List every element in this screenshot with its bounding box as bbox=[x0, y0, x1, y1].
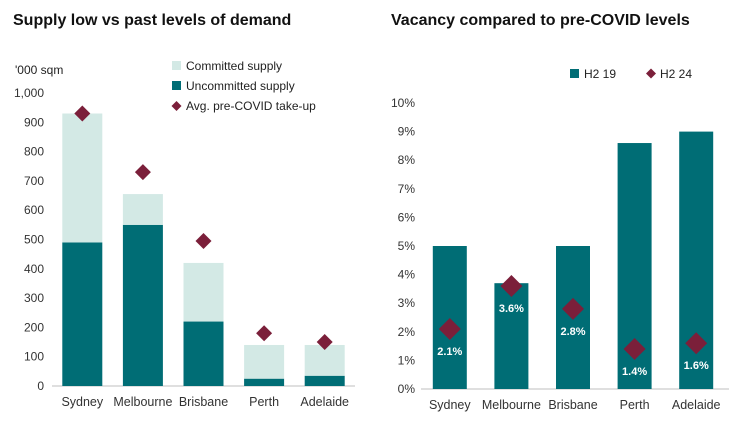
y-tick-label: 4% bbox=[398, 268, 416, 282]
data-label-h2-24: 3.6% bbox=[499, 303, 524, 315]
x-category-label: Brisbane bbox=[179, 395, 228, 409]
x-category-label: Perth bbox=[620, 398, 650, 412]
legend-swatch-uncommitted bbox=[172, 81, 181, 90]
marker-h2-24 bbox=[623, 337, 646, 360]
legend-label: Avg. pre-COVID take-up bbox=[186, 99, 316, 113]
data-label-h2-24: 2.1% bbox=[437, 346, 462, 358]
y-tick-label: 0% bbox=[398, 382, 416, 396]
marker-h2-24 bbox=[685, 332, 708, 355]
y-tick-label: 1% bbox=[398, 353, 416, 367]
legend-label: Committed supply bbox=[186, 59, 282, 73]
y-tick-label: 500 bbox=[24, 233, 44, 247]
y-tick-label: 8% bbox=[398, 153, 416, 167]
bar-committed-supply bbox=[304, 344, 345, 376]
y-tick-label: 600 bbox=[24, 203, 44, 217]
y-tick-label: 3% bbox=[398, 296, 416, 310]
legend-label: H2 24 bbox=[660, 67, 692, 81]
marker-pre-covid-take-up bbox=[74, 105, 91, 122]
y-tick-label: 9% bbox=[398, 125, 416, 139]
x-category-label: Perth bbox=[249, 395, 279, 409]
x-category-label: Sydney bbox=[61, 395, 103, 409]
marker-h2-24 bbox=[500, 275, 523, 298]
y-tick-label: 700 bbox=[24, 174, 44, 188]
chart-title: Supply low vs past levels of demand bbox=[13, 12, 292, 29]
supply-chart: 0 100 200 300 400 500 600 700 800 900 1,000 Sydney M… bbox=[14, 59, 355, 409]
data-label-h2-24: 1.6% bbox=[684, 360, 709, 372]
y-tick-label: 7% bbox=[398, 182, 416, 196]
legend-swatch-take-up bbox=[171, 101, 182, 111]
y-tick-label: 100 bbox=[24, 350, 44, 364]
legend-swatch-h2-24 bbox=[646, 68, 656, 79]
marker-pre-covid-take-up bbox=[316, 334, 333, 351]
bar-h2-19 bbox=[432, 246, 467, 389]
x-category-label: Melbourne bbox=[482, 398, 541, 412]
y-tick-label: 6% bbox=[398, 210, 416, 224]
chart-title: Vacancy compared to pre-COVID levels bbox=[391, 12, 690, 29]
vacancy-chart-panel: Vacancy compared to pre-COVID levels 0% 1… bbox=[369, 0, 738, 424]
y-tick-label: 200 bbox=[24, 320, 44, 334]
vacancy-chart: 0% 1% 2% 3% 4% 5% 6% 7% 8% 9% 10% 2.1% Sydney 3.6% Mel… bbox=[391, 67, 729, 412]
bar-uncommitted-supply bbox=[304, 375, 345, 386]
y-tick-label: 400 bbox=[24, 262, 44, 276]
x-category-label: Brisbane bbox=[548, 398, 597, 412]
x-category-label: Melbourne bbox=[113, 395, 172, 409]
x-category-label: Sydney bbox=[429, 398, 471, 412]
bar-committed-supply bbox=[244, 344, 285, 379]
bar-committed-supply bbox=[183, 262, 224, 322]
y-axis-unit-label: '000 sqm bbox=[15, 63, 64, 77]
y-tick-label: 5% bbox=[398, 239, 416, 253]
marker-pre-covid-take-up bbox=[195, 232, 212, 249]
bar-uncommitted-supply bbox=[62, 242, 103, 386]
legend-swatch-h2-19 bbox=[570, 69, 579, 78]
marker-h2-24 bbox=[438, 317, 461, 340]
marker-pre-covid-take-up bbox=[256, 325, 273, 342]
legend-label: Uncommitted supply bbox=[186, 79, 295, 93]
marker-pre-covid-take-up bbox=[134, 164, 151, 181]
bar-uncommitted-supply bbox=[183, 321, 224, 386]
y-tick-label: 800 bbox=[24, 145, 44, 159]
legend-swatch-committed bbox=[172, 61, 181, 70]
y-tick-label: 0 bbox=[37, 379, 44, 393]
x-category-label: Adelaide bbox=[672, 398, 721, 412]
y-tick-label: 2% bbox=[398, 325, 416, 339]
legend-label: H2 19 bbox=[584, 67, 616, 81]
x-category-label: Adelaide bbox=[300, 395, 349, 409]
y-tick-label: 10% bbox=[391, 96, 415, 110]
bar-uncommitted-supply bbox=[122, 224, 163, 386]
marker-h2-24 bbox=[562, 297, 584, 320]
bar-committed-supply bbox=[122, 194, 163, 225]
bar-committed-supply bbox=[62, 113, 103, 243]
supply-chart-panel: Supply low vs past levels of demand '000… bbox=[13, 12, 355, 409]
data-label-h2-24: 1.4% bbox=[622, 366, 647, 378]
y-tick-label: 1,000 bbox=[14, 86, 44, 100]
bar-h2-19 bbox=[494, 283, 529, 389]
data-label-h2-24: 2.8% bbox=[560, 326, 585, 338]
bar-uncommitted-supply bbox=[244, 378, 285, 386]
y-tick-label: 300 bbox=[24, 291, 44, 305]
y-tick-label: 900 bbox=[24, 115, 44, 129]
